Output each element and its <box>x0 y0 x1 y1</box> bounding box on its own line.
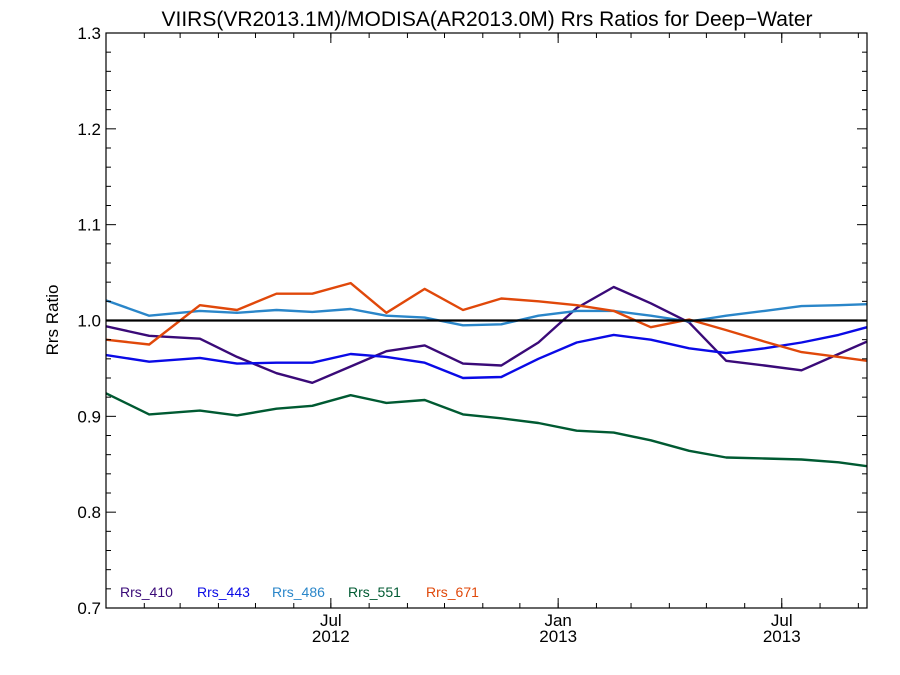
x-tick-month-label: Jan <box>544 611 571 630</box>
legend-item-rrs-551: Rrs_551 <box>348 584 401 600</box>
x-tick-month-label: Jul <box>320 611 342 630</box>
legend: Rrs_410 Rrs_443 Rrs_486 Rrs_551 Rrs_671 <box>120 584 479 600</box>
x-tick-year-label: 2013 <box>763 627 801 646</box>
y-tick-label: 0.9 <box>77 407 101 426</box>
series-line-rrs-486 <box>106 299 867 327</box>
legend-item-rrs-671: Rrs_671 <box>426 584 479 600</box>
y-tick-label: 0.7 <box>77 599 101 618</box>
y-tick-label: 1.3 <box>77 24 101 43</box>
legend-item-rrs-486: Rrs_486 <box>272 584 325 600</box>
series-line-rrs-551 <box>106 392 867 468</box>
legend-item-rrs-410: Rrs_410 <box>120 584 173 600</box>
series-line-rrs-410 <box>106 285 867 384</box>
x-tick-year-label: 2012 <box>312 627 350 646</box>
x-tick-month-label: Jul <box>771 611 793 630</box>
y-axis-label: Rrs Ratio <box>43 285 62 356</box>
x-tick-year-label: 2013 <box>539 627 577 646</box>
series-line-rrs-671 <box>106 281 867 362</box>
series-lines <box>106 281 867 468</box>
plot-area: 0.70.80.91.01.11.21.3Jul2012Jan2013Jul20… <box>77 24 868 646</box>
y-tick-label: 0.8 <box>77 503 101 522</box>
series-line-rrs-443 <box>106 326 867 380</box>
y-tick-label: 1.2 <box>77 120 101 139</box>
y-tick-label: 1.0 <box>77 312 101 331</box>
y-tick-label: 1.1 <box>77 216 101 235</box>
chart-title: VIIRS(VR2013.1M)/MODISA(AR2013.0M) Rrs R… <box>161 8 812 31</box>
legend-item-rrs-443: Rrs_443 <box>197 584 250 600</box>
